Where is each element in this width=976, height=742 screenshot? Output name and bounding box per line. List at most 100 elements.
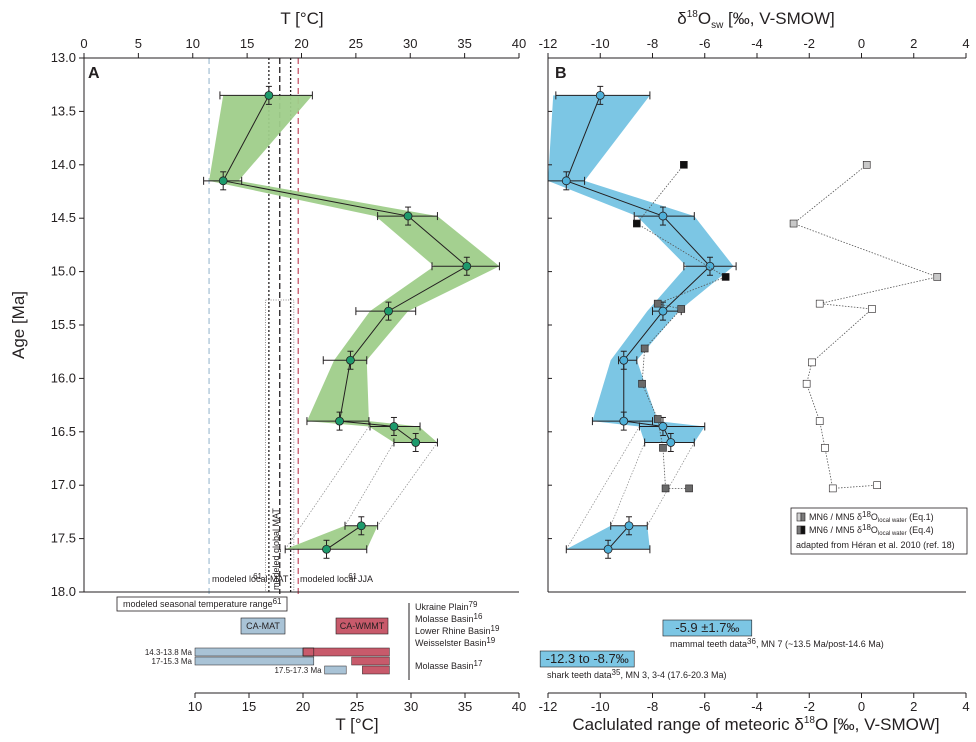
mammal-eq4-point-1 bbox=[633, 219, 641, 228]
panel-a-series bbox=[203, 85, 500, 559]
tick-label-b-x-3: -6 bbox=[699, 36, 711, 51]
point-a-3 bbox=[462, 261, 472, 271]
mammal-teeth-note: mammal teeth data36, MN 7 (~13.5 Ma/post… bbox=[670, 637, 884, 649]
point-a-7 bbox=[389, 422, 399, 431]
band-a-connector-2 bbox=[284, 426, 370, 550]
molasse-label: Molasse Basin17 bbox=[415, 659, 483, 671]
bar-period-label-1: 17-15.3 Ma bbox=[152, 657, 193, 666]
bar-wmmt-0 bbox=[302, 647, 390, 657]
mammal-eq1-point-9 bbox=[828, 484, 837, 493]
point-a-0 bbox=[264, 90, 274, 100]
tick-label-b-x-7: 2 bbox=[910, 36, 917, 51]
tick-label-b2-x-0: -12 bbox=[539, 699, 558, 714]
tick-label-b2-x-1: -10 bbox=[591, 699, 610, 714]
tick-label-a-x-4: 20 bbox=[294, 36, 308, 51]
ca-wmmt-label: CA-WMMT bbox=[340, 621, 385, 631]
legend-source: adapted from Héran et al. 2010 (ref. 18) bbox=[796, 540, 955, 550]
tick-label-a2-x-5: 35 bbox=[458, 699, 472, 714]
bar-wmmt-2 bbox=[362, 665, 390, 675]
mammal-eq4-point-0 bbox=[680, 161, 688, 169]
tick-label-a2-x-0: 10 bbox=[188, 699, 202, 714]
panel-a-bottom: CA-MAT CA-WMMT Ukraine Plain79 Molasse B… bbox=[145, 600, 526, 734]
tick-label-a-y-7: 16.5 bbox=[51, 424, 76, 439]
point-b-6 bbox=[619, 416, 629, 426]
legend-eq4-swatch-mid bbox=[796, 525, 802, 535]
legend-eq1-swatch-mid bbox=[800, 512, 806, 522]
point-b-8 bbox=[666, 438, 676, 447]
tick-label-a-y-2: 14.0 bbox=[51, 157, 76, 172]
tick-label-b-x-4: -4 bbox=[751, 36, 763, 51]
local-jja-ref: 61 bbox=[348, 572, 357, 581]
series-b-line-lower bbox=[607, 525, 630, 550]
point-b-0 bbox=[595, 90, 605, 100]
tick-label-b-x-8: 4 bbox=[962, 36, 969, 51]
bar-mat-0 bbox=[194, 647, 315, 657]
local-mat-ref: 61 bbox=[253, 572, 262, 581]
tick-label-b2-x-7: 2 bbox=[910, 699, 917, 714]
band-b-upper bbox=[548, 95, 734, 443]
tick-label-a2-x-2: 20 bbox=[296, 699, 310, 714]
panel-b-x-label: δ18Osw [‰, V-SMOW] bbox=[677, 9, 835, 31]
tick-label-a-x-7: 35 bbox=[457, 36, 471, 51]
tick-label-b-x-5: -2 bbox=[803, 36, 815, 51]
tick-label-a-y-1: 13.5 bbox=[51, 103, 76, 118]
panel-b-range-boxes: -5.9 ±1.7‰ -12.3 to -8.7‰ bbox=[539, 619, 753, 668]
mammal-eq4-point-9 bbox=[661, 484, 670, 493]
panel-a: T [°C] Age [Ma] A 61 61 0 5 10 15 20 25 30 35 40 1… bbox=[9, 9, 526, 612]
band-a-connector-0 bbox=[344, 442, 395, 526]
panel-b-legend: MN6 / MN5 δ18Olocal water (Eq.1) MN6 / M… bbox=[790, 507, 968, 555]
point-a-2 bbox=[403, 211, 413, 221]
tick-label-a-y-3: 14.5 bbox=[51, 210, 76, 225]
panel-a-x-label: T [°C] bbox=[280, 9, 323, 28]
mammal-eq1-point-7 bbox=[815, 417, 824, 425]
mammal-eq1-point-6 bbox=[802, 379, 811, 388]
tick-label-a-x-3: 15 bbox=[240, 36, 254, 51]
shark-teeth-note: shark teeth data35, MN 3, 3-4 (17.6-20.3… bbox=[547, 668, 727, 680]
legend-eq1-swatch-light bbox=[796, 512, 802, 522]
mammal-eq1-line bbox=[792, 164, 939, 489]
seasonal-range-box bbox=[116, 596, 288, 612]
mammal-eq1-point-0 bbox=[862, 161, 871, 169]
mammal-eq4-point-10 bbox=[685, 484, 693, 493]
panel-b-bottom-axis: -12 -10 -8 -6 -4 -2 0 2 4 bbox=[539, 692, 970, 714]
range-label-1: -12.3 to -8.7‰ bbox=[546, 651, 629, 666]
panel-b-axes: -12 -10 -8 -6 -4 -2 0 2 4 bbox=[539, 36, 970, 593]
tick-label-a-x-5: 25 bbox=[349, 36, 363, 51]
point-a-6 bbox=[335, 416, 344, 426]
tick-label-a-x-1: 5 bbox=[135, 36, 142, 51]
range-label-0: -5.9 ±1.7‰ bbox=[675, 620, 739, 635]
mammal-eq1-point-8 bbox=[821, 444, 829, 452]
point-b-7 bbox=[658, 422, 668, 431]
bar-period-label-0: 14.3-13.8 Ma bbox=[145, 648, 193, 657]
point-b-9 bbox=[624, 521, 634, 531]
basin-label-1: Ukraine Plain79 bbox=[415, 600, 478, 612]
tick-label-a-y-10: 18.0 bbox=[51, 584, 76, 599]
tick-label-b-x-0: -12 bbox=[539, 36, 558, 51]
band-b-connector-1 bbox=[646, 442, 695, 526]
tick-label-a-x-0: 0 bbox=[80, 36, 87, 51]
point-b-2 bbox=[658, 211, 668, 221]
tick-label-a-x-2: 10 bbox=[186, 36, 200, 51]
legend-eq4-label: MN6 / MN5 δ18Olocal water (Eq.4) bbox=[809, 523, 934, 537]
local-mat-label: modeled local MAT bbox=[212, 574, 289, 584]
global-mat-label: modeled global MAT bbox=[271, 508, 281, 590]
range-box-0 bbox=[662, 619, 753, 637]
mammal-eq4-point-8 bbox=[659, 444, 667, 452]
tick-label-b2-x-3: -6 bbox=[699, 699, 711, 714]
mammal-eq4-point-4 bbox=[677, 305, 686, 313]
mammal-eq4-point-2 bbox=[721, 273, 730, 281]
band-a-connector-1 bbox=[377, 442, 438, 526]
seasonal-range-label: modeled seasonal temperature range61 bbox=[123, 597, 282, 609]
mammal-eq4-line bbox=[636, 164, 727, 489]
range-box-1 bbox=[539, 650, 635, 668]
tick-label-a-y-4: 15.0 bbox=[51, 264, 76, 279]
local-jja-label: modeled local JJA bbox=[300, 574, 373, 584]
point-a-8 bbox=[411, 438, 421, 447]
tick-label-b2-x-5: -2 bbox=[803, 699, 815, 714]
panel-a-y-label: Age [Ma] bbox=[9, 291, 28, 359]
tick-label-b2-x-4: -4 bbox=[751, 699, 763, 714]
tick-label-b2-x-2: -8 bbox=[647, 699, 659, 714]
tick-label-b-x-6: 0 bbox=[858, 36, 865, 51]
tick-label-a-x-8: 40 bbox=[512, 36, 526, 51]
panel-a-range-band bbox=[209, 95, 500, 550]
